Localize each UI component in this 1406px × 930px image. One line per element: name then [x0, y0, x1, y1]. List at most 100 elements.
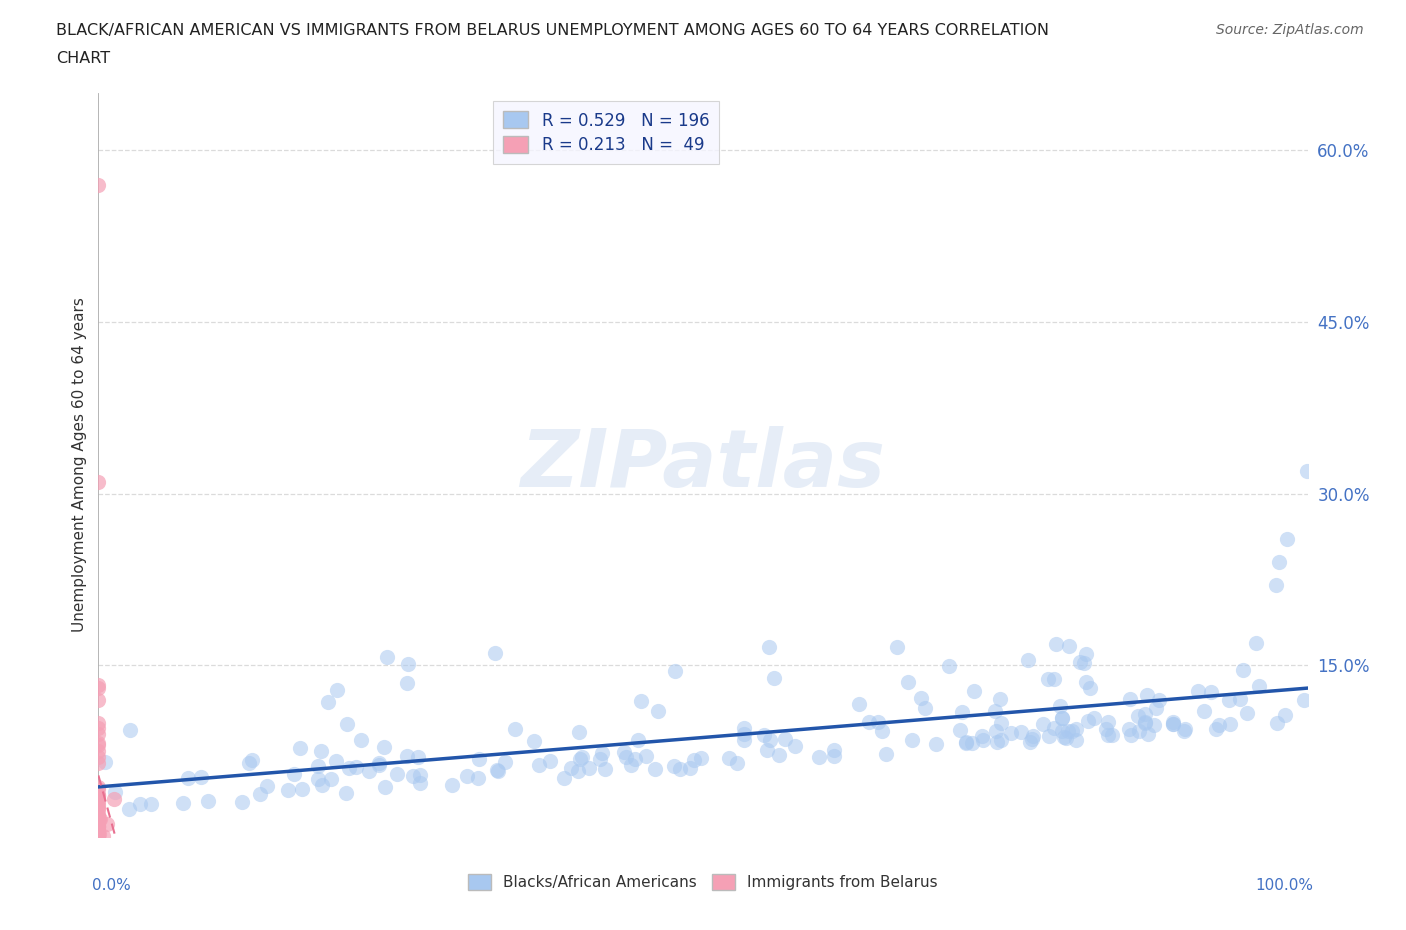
Point: [1021, 732, 1043, 747]
Point: [409, 768, 432, 783]
Point: [1064, 722, 1087, 737]
Point: [1249, 679, 1271, 694]
Point: [1097, 715, 1119, 730]
Point: [1095, 722, 1118, 737]
Point: [485, 763, 508, 777]
Point: [1077, 713, 1099, 728]
Point: [683, 753, 706, 768]
Point: [456, 768, 478, 783]
Point: [87, 677, 110, 692]
Point: [1019, 734, 1042, 749]
Point: [337, 761, 360, 776]
Point: [990, 715, 1012, 730]
Point: [1128, 724, 1150, 738]
Point: [249, 786, 271, 801]
Point: [87, 826, 110, 841]
Point: [523, 733, 546, 748]
Point: [752, 727, 775, 742]
Point: [1083, 711, 1105, 726]
Point: [309, 744, 332, 759]
Point: [373, 739, 395, 754]
Point: [823, 748, 845, 763]
Point: [984, 724, 1007, 738]
Text: ZIPatlas: ZIPatlas: [520, 426, 886, 504]
Point: [1174, 722, 1197, 737]
Point: [762, 671, 785, 685]
Point: [374, 779, 396, 794]
Point: [725, 755, 748, 770]
Point: [972, 733, 994, 748]
Point: [938, 658, 960, 673]
Point: [1050, 711, 1073, 725]
Point: [87, 788, 110, 803]
Point: [785, 738, 807, 753]
Point: [1208, 717, 1230, 732]
Point: [87, 791, 110, 806]
Point: [1236, 705, 1258, 720]
Point: [988, 692, 1011, 707]
Point: [87, 692, 110, 707]
Point: [886, 640, 908, 655]
Point: [484, 645, 506, 660]
Point: [1049, 698, 1071, 713]
Point: [87, 819, 110, 834]
Text: CHART: CHART: [56, 51, 110, 66]
Point: [409, 776, 432, 790]
Point: [321, 771, 343, 786]
Point: [336, 717, 359, 732]
Point: [1119, 727, 1142, 742]
Point: [578, 761, 600, 776]
Point: [858, 714, 880, 729]
Point: [104, 784, 127, 799]
Point: [1017, 652, 1039, 667]
Point: [1142, 718, 1164, 733]
Point: [925, 737, 948, 751]
Point: [1069, 655, 1091, 670]
Point: [773, 731, 796, 746]
Point: [468, 751, 491, 766]
Point: [87, 720, 110, 735]
Point: [1135, 715, 1157, 730]
Point: [87, 824, 110, 839]
Point: [87, 750, 110, 764]
Point: [662, 758, 685, 773]
Point: [311, 777, 333, 792]
Point: [503, 722, 526, 737]
Point: [1064, 732, 1087, 747]
Point: [733, 726, 755, 741]
Point: [756, 743, 779, 758]
Point: [87, 826, 110, 841]
Point: [395, 675, 418, 690]
Point: [396, 657, 419, 671]
Point: [983, 704, 1005, 719]
Point: [1136, 688, 1159, 703]
Point: [759, 733, 782, 748]
Point: [87, 781, 110, 796]
Point: [1244, 635, 1267, 650]
Point: [1053, 729, 1076, 744]
Text: 100.0%: 100.0%: [1256, 878, 1313, 893]
Point: [87, 801, 110, 816]
Point: [325, 753, 347, 768]
Point: [1045, 637, 1067, 652]
Point: [1054, 730, 1077, 745]
Point: [118, 802, 141, 817]
Point: [316, 695, 339, 710]
Point: [1038, 729, 1060, 744]
Point: [571, 750, 593, 764]
Point: [527, 757, 550, 772]
Point: [335, 786, 357, 801]
Point: [87, 788, 110, 803]
Point: [87, 829, 110, 844]
Point: [1275, 532, 1298, 547]
Point: [866, 714, 889, 729]
Point: [624, 751, 647, 766]
Point: [87, 474, 110, 489]
Point: [256, 779, 278, 794]
Point: [538, 754, 561, 769]
Point: [870, 724, 893, 738]
Point: [1144, 700, 1167, 715]
Point: [441, 777, 464, 792]
Point: [87, 738, 110, 753]
Y-axis label: Unemployment Among Ages 60 to 64 years: Unemployment Among Ages 60 to 64 years: [72, 298, 87, 632]
